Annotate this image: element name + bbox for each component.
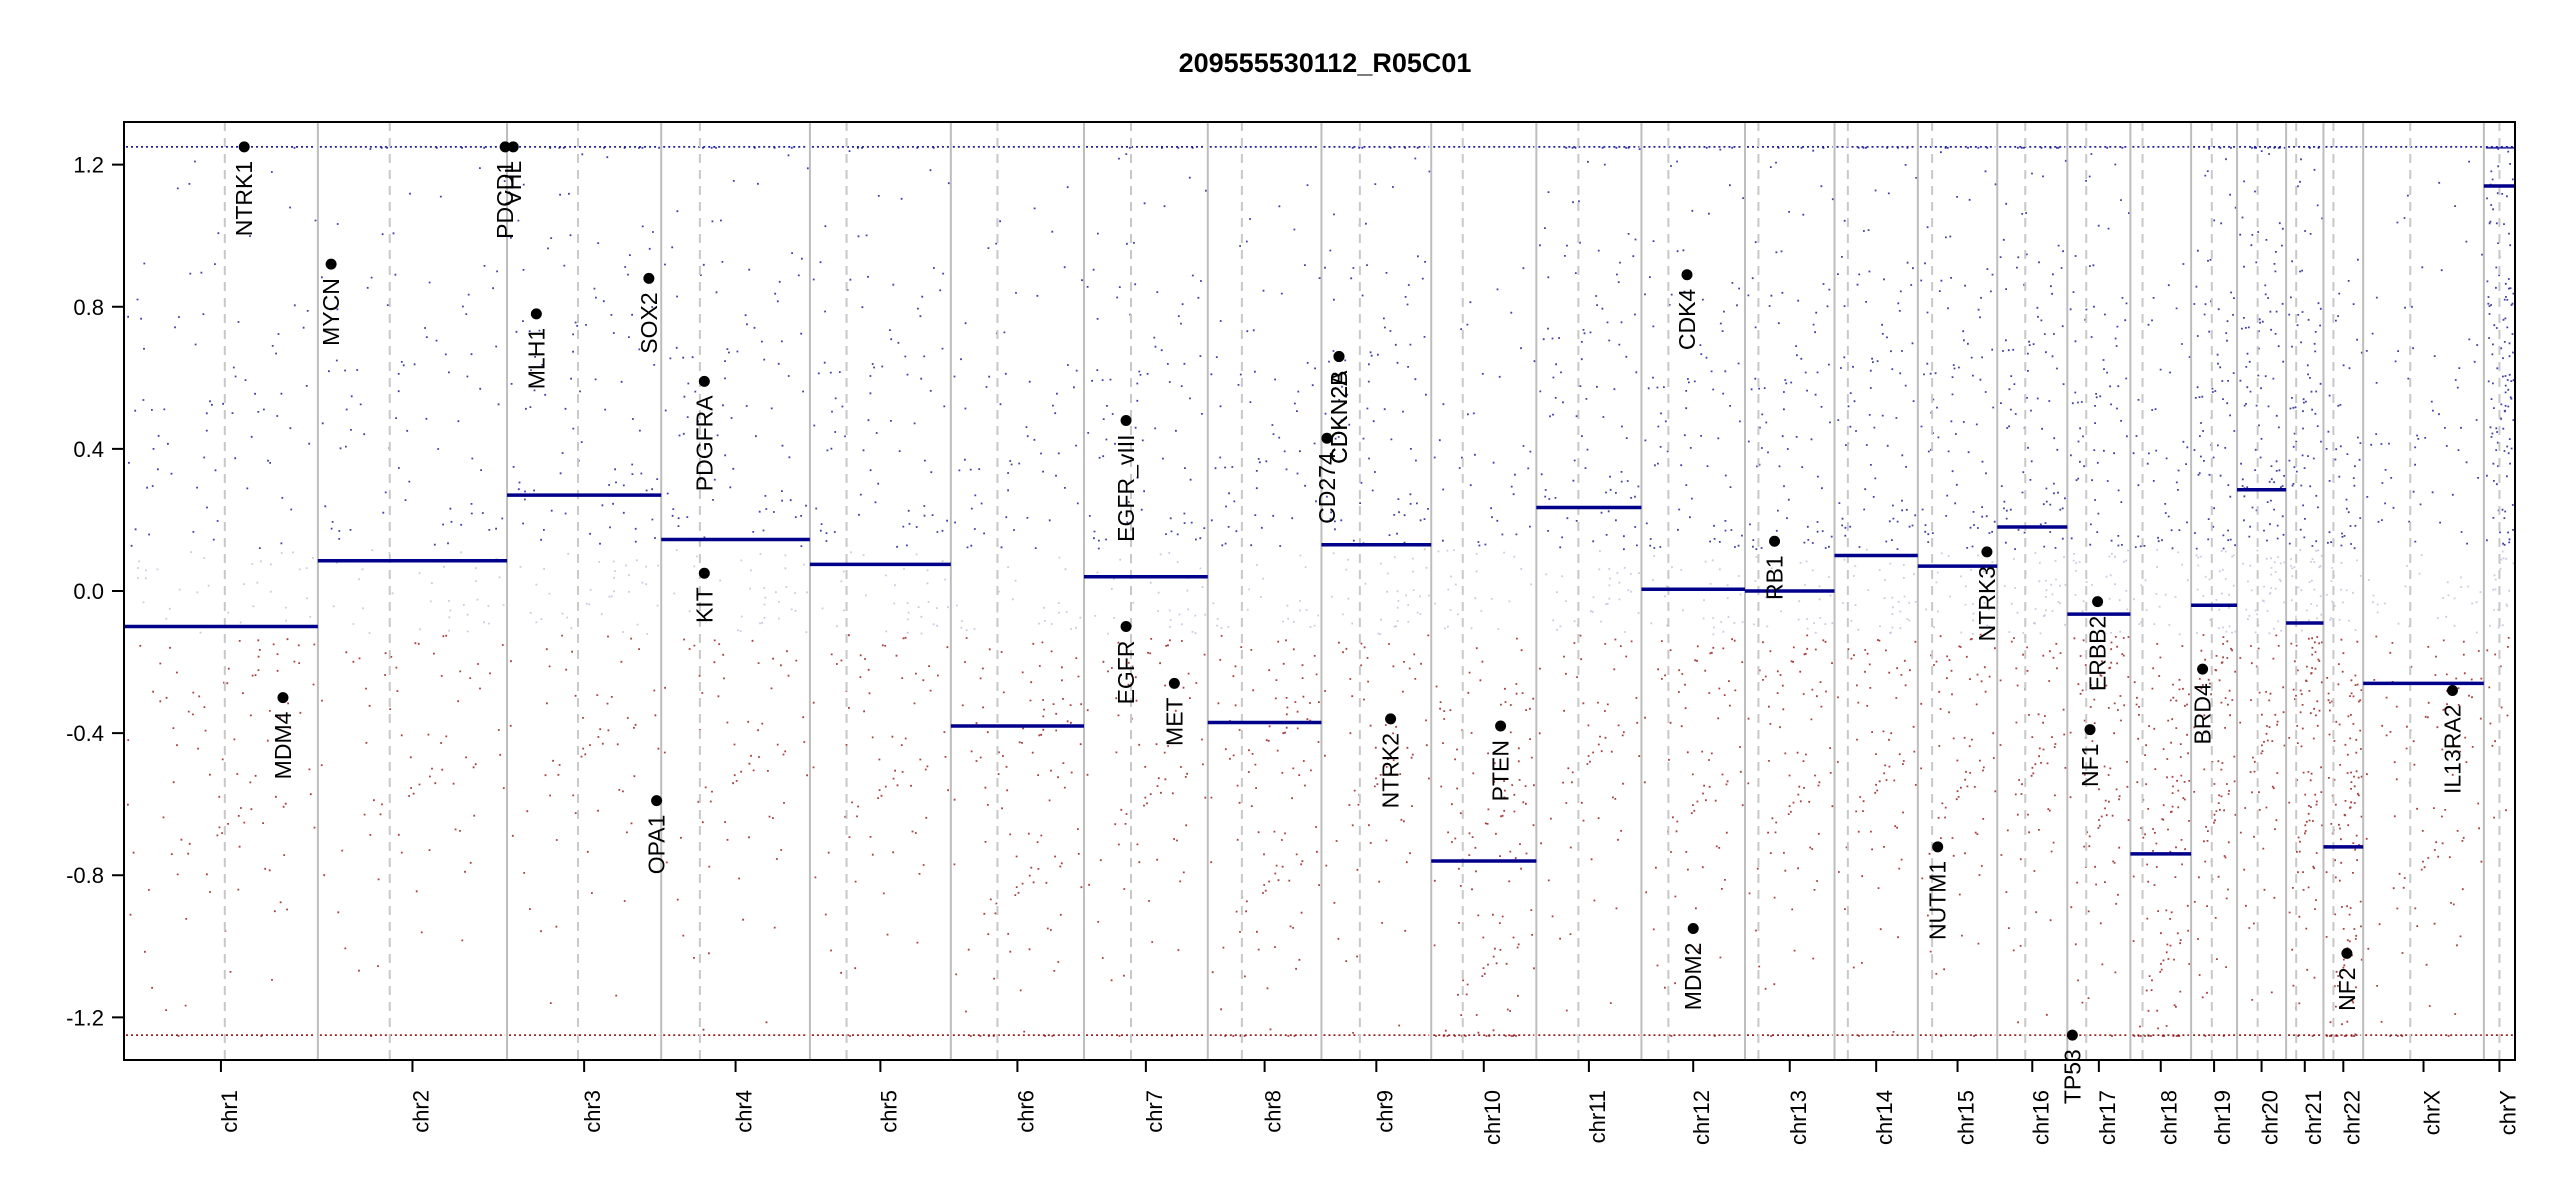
x-tick-label-chrX: chrX [2420,1090,2445,1136]
gene-label-cdk4: CDK4 [1674,289,1700,351]
gene-label-ntrk2: NTRK2 [1378,733,1404,808]
x-tick-label-chr14: chr14 [1872,1090,1897,1145]
gene-label-mycn: MYCN [318,278,344,346]
gene-label-kit: KIT [691,587,717,623]
x-tick-label-chr5: chr5 [876,1090,901,1133]
gene-label-nf1: NF1 [2077,744,2103,787]
x-tick-label-chr2: chr2 [408,1090,433,1133]
gene-marker-nutm1 [1932,841,1944,853]
plot-frame [123,121,2516,1061]
x-tick-label-chr22: chr22 [2339,1090,2364,1145]
x-tick-label-chr15: chr15 [1954,1090,1979,1145]
x-tick-label-chr10: chr10 [1480,1090,1505,1145]
x-axis: chr1 chr2 chr3 chr4 chr5 chr6 chr7 chr8 chr9 chr1… [217,1060,2520,1145]
gene-label-nutm1: NUTM1 [1925,861,1951,940]
y-tick-label: -1.2 [66,1005,104,1030]
x-tick-label-chr6: chr6 [1013,1090,1038,1133]
gene-label-cdkn2a: CDKN2A [1326,370,1352,464]
y-tick-label: 0.8 [73,295,104,320]
loss-probes [127,633,2510,1037]
x-tick-label-chr17: chr17 [2095,1090,2120,1145]
gene-marker-nf1 [2084,724,2096,736]
gene-label-opa1: OPA1 [644,815,670,875]
gene-marker-ntrk3 [1981,546,1993,558]
gene-marker-ntrk1 [238,141,250,153]
x-tick-label-chr1: chr1 [217,1090,242,1133]
gene-marker-egfr [1120,621,1132,633]
gene-label-brd4: BRD4 [2190,683,2216,745]
gene-label-mdm4: MDM4 [270,711,296,779]
x-tick-label-chr16: chr16 [2028,1090,2053,1145]
x-tick-label-chr7: chr7 [1142,1090,1167,1133]
gene-marker-egfr_viii [1120,414,1132,426]
x-tick-label-chr4: chr4 [732,1090,757,1133]
x-tick-label-chr12: chr12 [1689,1090,1714,1145]
x-tick-label-chr13: chr13 [1786,1090,1811,1145]
gene-marker-mdm4 [277,692,289,704]
gene-marker-il13ra2 [2446,684,2458,696]
gene-label-vhl: VHL [500,161,526,206]
x-tick-label-chr8: chr8 [1261,1090,1286,1133]
gene-label-egfr_viii: EGFR_vIII [1113,434,1139,541]
gene-marker-pdgfra [698,375,710,387]
gene-marker-rb1 [1769,535,1781,547]
gene-label-sox2: SOX2 [636,292,662,353]
gene-label-egfr: EGFR [1113,641,1139,705]
gene-marker-mlh1 [530,308,542,320]
x-tick-label-chr20: chr20 [2258,1090,2283,1145]
gene-marker-opa1 [651,795,663,807]
gene-label-erbb2: ERBB2 [2085,616,2111,691]
gene-marker-tp53 [2066,1029,2078,1041]
gene-label-nf2: NF2 [2334,967,2360,1010]
y-tick-label: -0.8 [66,863,104,888]
gene-marker-cd274 [1321,432,1333,444]
x-tick-label-chr21: chr21 [2301,1090,2326,1145]
x-tick-label-chr9: chr9 [1372,1090,1397,1133]
gene-label-rb1: RB1 [1762,555,1788,600]
gene-label-tp53: TP53 [2059,1049,2085,1104]
gene-label-pdgfra: PDGFRA [691,395,717,492]
x-tick-label-chr3: chr3 [580,1090,605,1133]
gene-marker-met [1168,677,1180,689]
gene-label-pten: PTEN [1488,740,1514,801]
gene-marker-cdk4 [1681,269,1693,281]
gene-label-mdm2: MDM2 [1680,943,1706,1011]
y-axis: -1.2 -0.8 -0.4 0.0 0.4 0.8 1.2 [66,153,124,1030]
x-tick-label-chr11: chr11 [1585,1090,1610,1143]
gene-marker-pdcd1 [499,141,511,153]
gene-label-mlh1: MLH1 [523,328,549,389]
gene-marker-kit [698,567,710,579]
y-tick-label: 0.4 [73,437,104,462]
gene-label-ntrk3: NTRK3 [1974,566,2000,641]
y-tick-label: -0.4 [66,721,104,746]
gene-label-cd274: CD274 [1314,452,1340,524]
x-tick-label-chr18: chr18 [2157,1090,2182,1145]
y-tick-label: 0.0 [73,579,104,604]
gene-marker-mdm2 [1687,923,1699,935]
gene-marker-brd4 [2197,663,2209,675]
gene-marker-sox2 [643,272,655,284]
gene-marker-mycn [325,258,337,270]
gene-label-ntrk1: NTRK1 [231,161,257,236]
gene-marker-nf2 [2341,947,2353,959]
gene-marker-cdkn2b [1333,351,1345,362]
gene-marker-pten [1495,720,1507,732]
segment-lines [124,184,2515,863]
gene-marker-vhl [507,141,519,153]
gene-label-met: MET [1161,697,1187,746]
gene-label-il13ra2: IL13RA2 [2439,704,2465,794]
chart-title: 209555530112_R05C01 [1179,48,1472,78]
gene-label-cdkn2b: CDKN2B [1326,371,1352,464]
x-tick-label-chr19: chr19 [2210,1090,2235,1145]
y-tick-label: 1.2 [73,153,104,178]
gene-label-pdcd1: PDCD1 [492,161,518,239]
gene-marker-erbb2 [2092,596,2104,608]
x-tick-label-chrY: chrY [2495,1090,2520,1136]
chromosome-boundaries [126,122,2513,1060]
gene-marker-ntrk2 [1385,713,1397,725]
